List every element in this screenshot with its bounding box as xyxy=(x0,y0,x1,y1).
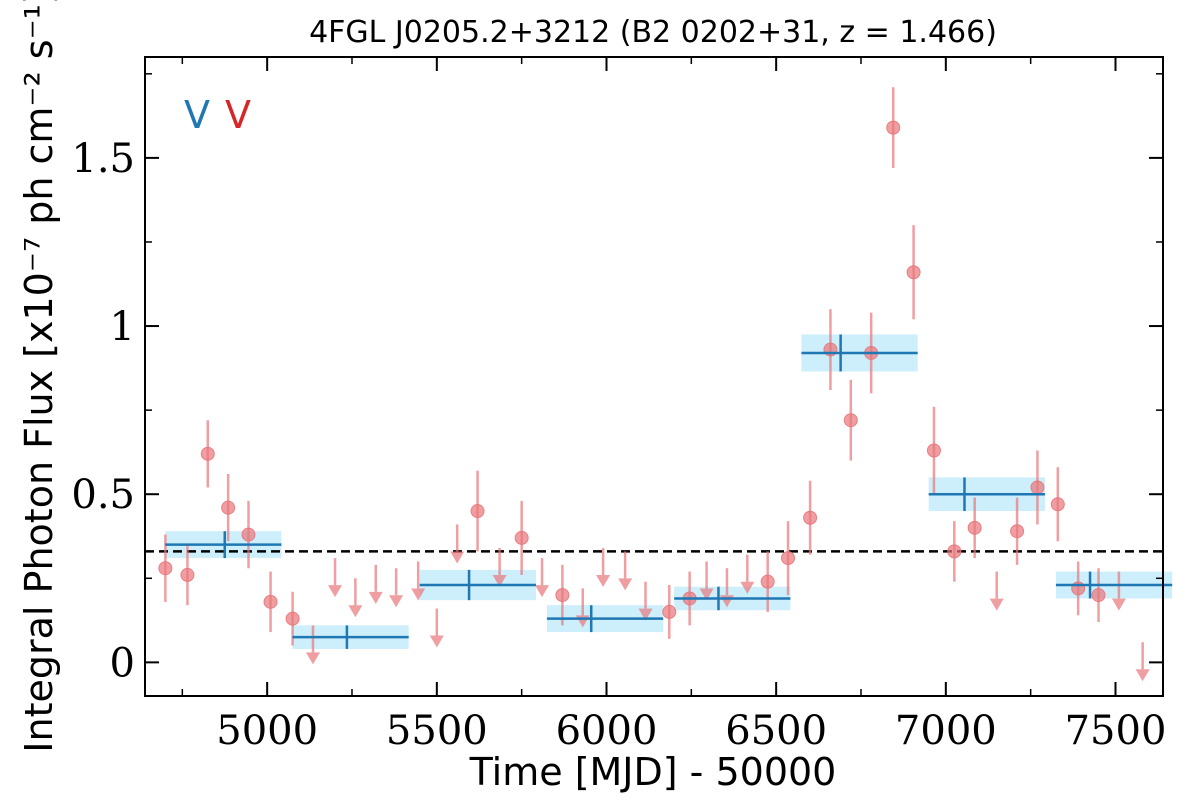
data-point xyxy=(221,500,236,515)
chart-title: 4FGL J0205.2+3212 (B2 0202+31, z = 1.466… xyxy=(309,15,997,50)
upper-limit-arrow xyxy=(1135,669,1150,682)
data-point xyxy=(470,504,485,519)
marker-v-red: V xyxy=(225,93,251,137)
data-point xyxy=(285,611,300,626)
data-point xyxy=(1030,480,1045,495)
data-point xyxy=(781,551,796,566)
data-point xyxy=(906,265,921,280)
data-point xyxy=(555,588,570,603)
y-tick-label: 0.5 xyxy=(71,472,135,518)
axes: 5000 5500 6000 6500 7000 7500 0 0.5 1 1.5 xyxy=(71,56,1167,754)
upper-limit-arrow xyxy=(305,652,320,665)
upper-limit-arrow xyxy=(740,581,755,594)
upper-limit-arrow xyxy=(535,585,550,598)
data-point xyxy=(803,510,818,525)
data-point xyxy=(886,120,901,135)
upper-limit-arrow xyxy=(1111,598,1126,611)
data-point xyxy=(926,443,941,458)
upper-limit-arrow xyxy=(411,588,426,601)
data-point xyxy=(158,561,173,576)
upper-limit-arrow xyxy=(699,588,714,601)
upper-limit-arrow xyxy=(429,635,444,648)
upper-limit-arrow xyxy=(596,575,611,588)
data-point xyxy=(514,530,529,545)
upper-limit-arrow xyxy=(638,608,653,621)
upper-limit-arrow xyxy=(989,598,1004,611)
data-point xyxy=(967,520,982,535)
x-tick-label: 7000 xyxy=(895,708,997,754)
data-point xyxy=(1050,497,1065,512)
x-tick-label: 5500 xyxy=(386,708,488,754)
data-point xyxy=(1091,588,1106,603)
y-tick-label: 0 xyxy=(110,640,135,686)
data-point xyxy=(263,594,278,609)
data-point xyxy=(843,413,858,428)
y-tick-label: 1.5 xyxy=(71,136,135,182)
x-tick-label: 6000 xyxy=(556,708,658,754)
upper-limit-arrow xyxy=(328,585,343,598)
x-axis-label: Time [MJD] - 50000 xyxy=(469,750,837,794)
data-point xyxy=(241,527,256,542)
data-point xyxy=(180,567,195,582)
data-point xyxy=(1010,524,1025,539)
data-point xyxy=(662,604,677,619)
plot-area xyxy=(145,87,1173,682)
x-tick-label: 5000 xyxy=(216,708,318,754)
upper-limit-arrow xyxy=(348,605,363,618)
x-tick-label: 6500 xyxy=(725,708,827,754)
x-tick-label: 7500 xyxy=(1065,708,1167,754)
plot-frame xyxy=(144,56,1164,697)
upper-limit-arrow xyxy=(368,591,383,604)
y-axis-label: Integral Photon Flux [x10⁻⁷ ph cm⁻² s⁻¹] xyxy=(17,0,61,753)
data-point xyxy=(760,574,775,589)
upper-limit-arrow xyxy=(389,595,404,608)
upper-limit-arrow xyxy=(450,551,465,564)
data-point xyxy=(947,544,962,559)
y-tick-label: 1 xyxy=(110,304,135,350)
data-point xyxy=(200,446,215,461)
upper-limit-arrow xyxy=(618,578,633,591)
upper-limit-arrow xyxy=(492,575,507,588)
marker-v-blue: V xyxy=(184,93,210,137)
